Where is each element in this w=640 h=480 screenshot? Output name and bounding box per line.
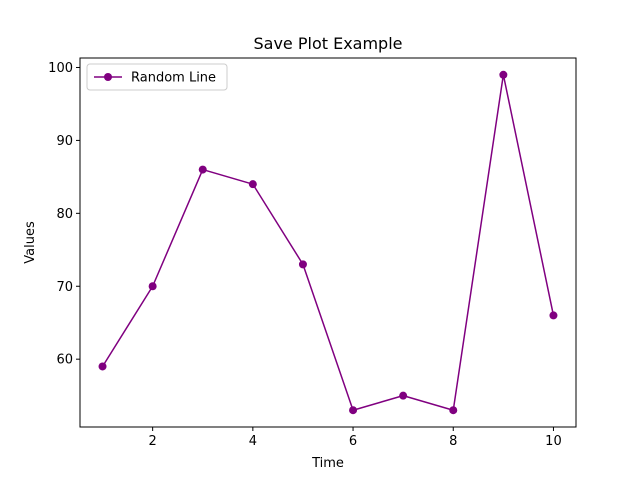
data-point [399,391,408,400]
data-point [98,362,107,371]
x-tick-label: 4 [249,434,257,449]
x-tick-label: 10 [545,434,562,449]
y-tick-label: 60 [56,353,73,368]
x-tick-label: 8 [449,434,457,449]
data-point [549,311,558,320]
legend-label: Random Line [131,71,216,86]
x-axis-ticks: 2 4 6 8 10 [149,427,562,449]
legend-marker-swatch [104,73,112,81]
y-tick-label: 80 [56,207,73,222]
x-tick-label: 2 [149,434,157,449]
x-axis-label: Time [311,456,344,471]
data-point [248,180,257,189]
data-point [298,260,307,269]
series-layer [98,70,558,415]
y-axis-ticks: 60 70 80 90 100 [48,61,80,368]
y-axis-label: Values [23,221,38,264]
y-tick-label: 70 [56,280,73,295]
data-point [349,406,358,415]
data-point [449,406,458,415]
legend: Random Line [86,63,228,91]
x-tick-label: 6 [349,434,357,449]
plot-frame [79,57,577,428]
data-point [198,165,207,174]
y-tick-label: 100 [48,61,73,76]
data-point [148,282,157,291]
series-line [101,74,555,411]
y-tick-label: 90 [56,134,73,149]
chart-title: Save Plot Example [253,34,402,53]
data-point [499,70,508,79]
plot-area [80,58,576,427]
legend-box [86,63,228,91]
